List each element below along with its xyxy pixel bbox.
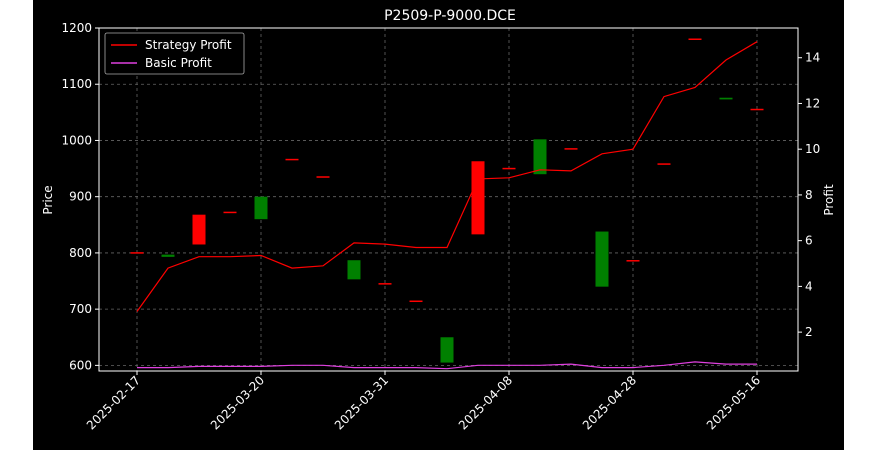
y-tick-label-left: 1200 (61, 21, 92, 35)
candle (161, 254, 175, 257)
candle (192, 214, 206, 245)
y-tick-label-right: 6 (805, 234, 813, 248)
candle (688, 38, 702, 40)
candle (626, 260, 640, 262)
candle (347, 260, 361, 280)
candle (595, 231, 609, 287)
y-axis-label-left: Price (41, 185, 55, 214)
candle (130, 252, 144, 254)
legend-box (104, 32, 245, 75)
y-tick-label-right: 8 (805, 188, 813, 202)
candle (223, 211, 237, 214)
candle (285, 158, 299, 161)
y-tick-label-left: 900 (69, 190, 92, 204)
plot-frame (98, 27, 799, 372)
y-tick-label-left: 1000 (61, 133, 92, 147)
y-tick-label-right: 4 (805, 279, 813, 293)
y-tick-label-right: 14 (805, 51, 820, 65)
y-tick-label-left: 800 (69, 246, 92, 260)
candle (378, 283, 392, 285)
chart-title: P2509-P-9000.DCE (384, 8, 516, 24)
legend: Strategy Profit Basic Profit (104, 32, 245, 75)
chart-figure: P2509-P-9000.DCE Price Profit 600 700 800 9… (33, 0, 844, 450)
y-tick-label-left: 1100 (61, 77, 92, 91)
y-tick-label-left: 700 (69, 302, 92, 316)
candle (502, 167, 516, 170)
y-tick-label-right: 12 (805, 96, 820, 110)
strategy-profit-line (136, 41, 758, 312)
candle (750, 108, 764, 111)
candle (719, 97, 733, 100)
y-tick-label-left: 600 (69, 358, 92, 372)
candle (657, 163, 671, 165)
candle (564, 148, 578, 150)
candle (409, 300, 423, 303)
y-axis-label-right: Profit (822, 184, 836, 216)
chart-svg: P2509-P-9000.DCE Price Profit 600 700 800 9… (33, 0, 844, 450)
candle (533, 139, 547, 175)
candle (316, 176, 330, 178)
y-tick-label-right: 2 (805, 325, 813, 339)
candle (254, 196, 268, 220)
candle (440, 337, 454, 363)
y-tick-label-right: 10 (805, 142, 820, 156)
candle (471, 161, 485, 235)
legend-label: Basic Profit (145, 56, 212, 70)
profit-lines (136, 41, 758, 370)
candles (130, 38, 764, 363)
basic-profit-line (137, 361, 757, 370)
legend-label: Strategy Profit (145, 38, 232, 52)
